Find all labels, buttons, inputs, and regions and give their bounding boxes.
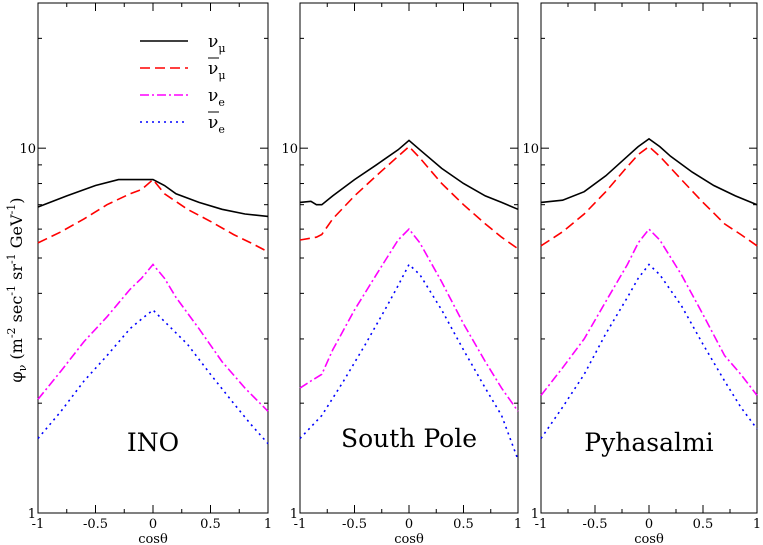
pyhasalmi-ytick-label: 1 — [531, 507, 539, 522]
south-pole-xtick-label: 1 — [514, 517, 522, 532]
pyhasalmi-series-nu-mu-bar — [540, 145, 758, 247]
ino-xtick-label: -0.5 — [83, 517, 108, 532]
pyhasalmi-series-nu-e-bar — [540, 263, 758, 439]
pyhasalmi-xtick-label: -1 — [535, 517, 548, 532]
ylabel-exp-m: -2 — [5, 327, 18, 338]
south-pole-ytick-label: 1 — [290, 507, 298, 522]
pyhasalmi-ytick-label: 10 — [522, 142, 539, 157]
ylabel-gev: GeV — [7, 214, 26, 248]
ylabel-phi: φ — [7, 371, 26, 382]
pyhasalmi-label: Pyhasalmi — [584, 428, 713, 457]
legend-label-nu-e: νe — [208, 86, 225, 109]
south-pole-series-nu-mu — [299, 139, 519, 211]
legend-label-nu-mu-bar: νμ — [208, 59, 226, 82]
ylabel-exp-sec: -1 — [5, 285, 18, 296]
south-pole-series-nu-e-bar — [299, 263, 519, 460]
ylabel-phi-sub: ν — [16, 364, 29, 371]
pyhasalmi-xtick-label: 1 — [753, 517, 761, 532]
ylabel-open: (m — [7, 338, 26, 359]
svg-text:φν (m-2 sec-1 sr-1 GeV-1): φν (m-2 sec-1 sr-1 GeV-1) — [5, 197, 29, 382]
ino-series-nu-mu-bar — [37, 178, 269, 253]
pyhasalmi-xtick-label: -0.5 — [582, 517, 607, 532]
south-pole-xtick-label: 0 — [405, 517, 413, 532]
ino-xtick-label: 0.5 — [200, 517, 221, 532]
pyhasalmi-xtick-label: 0 — [645, 517, 653, 532]
panel-pyhasalmi: -1 -0.5 0 0.5 1 cosθ 1 10 Pyhasalmi — [522, 2, 761, 545]
ylabel-close: ) — [7, 197, 26, 203]
pyhasalmi-xtick-label: 0.5 — [693, 517, 714, 532]
y-axis-label: φν (m-2 sec-1 sr-1 GeV-1) — [5, 197, 29, 382]
south-pole-xtick-label: -1 — [294, 517, 307, 532]
legend-label-nu-e-bar: νe — [208, 113, 225, 136]
ylabel-exp-gev: -1 — [5, 204, 18, 215]
ino-label: INO — [127, 428, 179, 457]
ino-ytick-label: 1 — [28, 507, 36, 522]
ino-series-nu-mu — [37, 178, 269, 218]
ino-ytick-label: 10 — [19, 142, 36, 157]
pyhasalmi-series-nu-mu — [540, 137, 758, 206]
ino-series-nu-e-bar — [37, 308, 269, 445]
panel-ino: -1 -0.5 0 0.5 1 cosθ 1 10 INO — [19, 2, 272, 545]
legend-label-nu-mu: νμ — [208, 32, 226, 55]
ylabel-exp-sr: -1 — [5, 253, 18, 264]
south-pole-series-nu-e — [299, 227, 519, 412]
south-pole-label: South Pole — [341, 424, 477, 453]
ino-series-nu-e — [37, 263, 269, 412]
panel-south-pole: -1 -0.5 0 0.5 1 cosθ 1 10 South Pole — [281, 2, 522, 545]
south-pole-xtick-label: -0.5 — [342, 517, 367, 532]
south-pole-xlabel: cosθ — [394, 532, 424, 545]
south-pole-ytick-label: 10 — [281, 142, 298, 157]
ylabel-sr: sr — [7, 264, 26, 280]
ino-xlabel: cosθ — [138, 532, 168, 545]
ylabel-sec: sec — [7, 296, 26, 323]
pyhasalmi-xlabel: cosθ — [634, 532, 664, 545]
ino-xtick-label: 0 — [149, 517, 157, 532]
ino-xtick-label: -1 — [32, 517, 45, 532]
ino-xtick-label: 1 — [264, 517, 272, 532]
south-pole-xtick-label: 0.5 — [453, 517, 474, 532]
south-pole-series-nu-mu-bar — [299, 145, 519, 250]
pyhasalmi-series-nu-e — [540, 227, 758, 396]
legend: νμ νμ νe νe — [140, 32, 226, 136]
